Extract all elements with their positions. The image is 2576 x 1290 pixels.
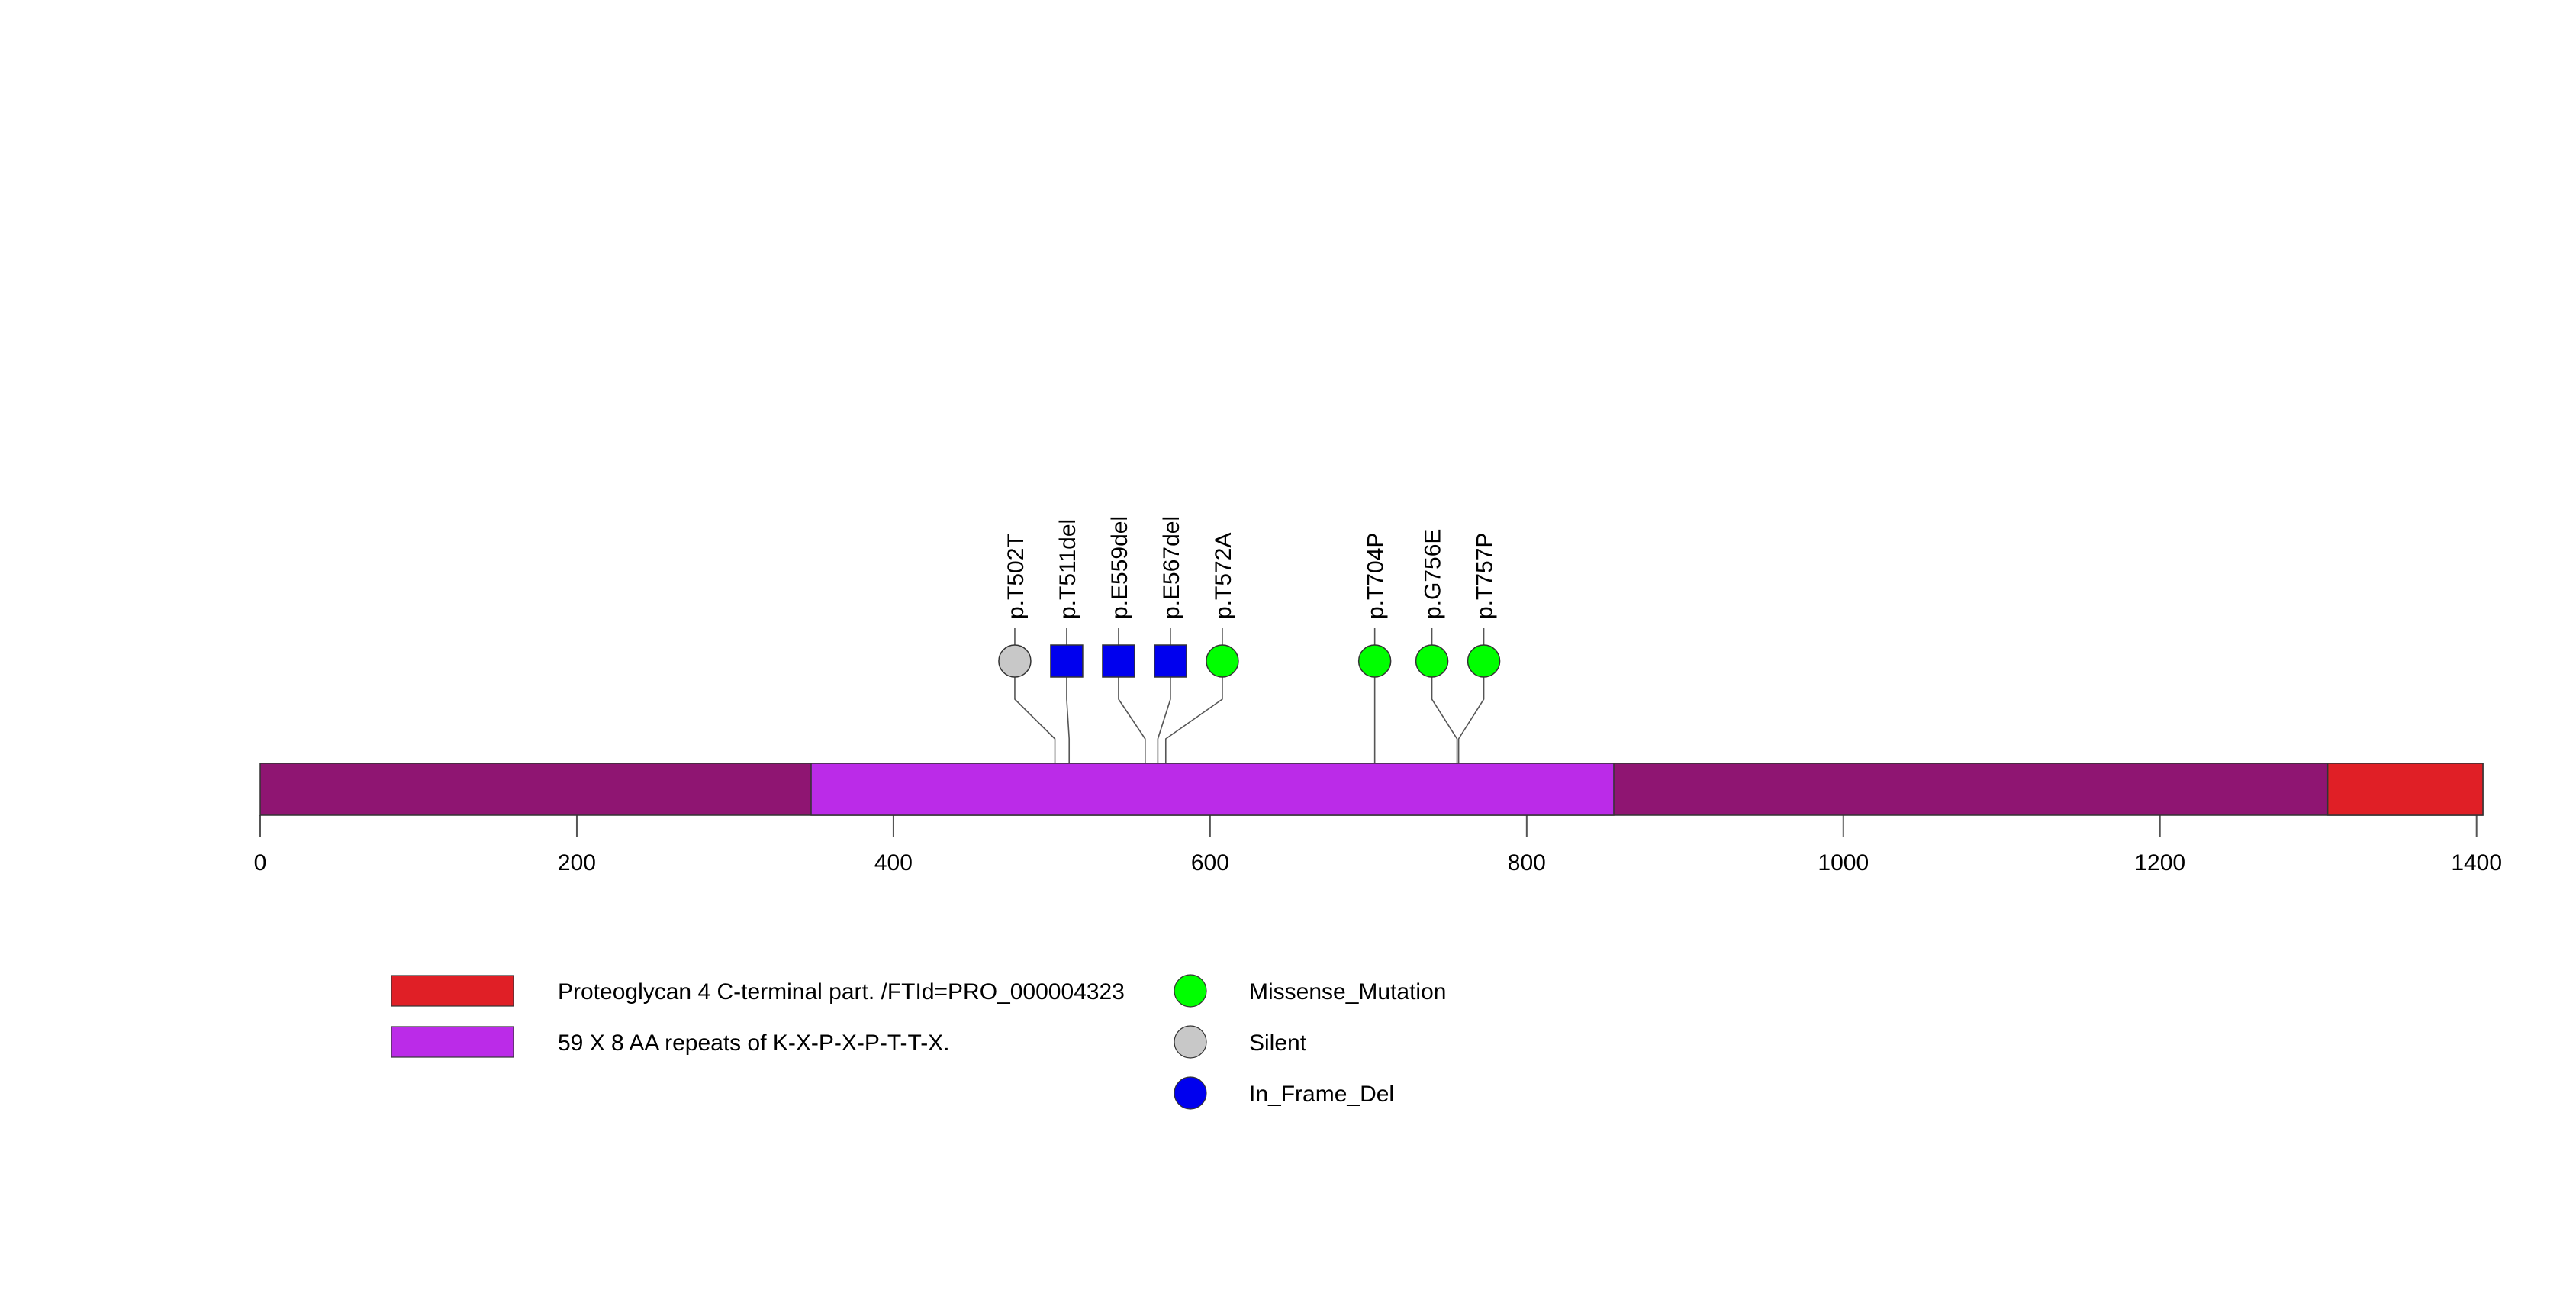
x-tick-label-4: 800 xyxy=(1508,850,1546,876)
marker-p.T572A xyxy=(1206,644,1239,678)
x-tick-label-0: 0 xyxy=(254,850,267,876)
mutation-label-p.T511del: p.T511del xyxy=(1055,519,1080,619)
marker-p.T704P xyxy=(1357,644,1392,678)
mutation-markers xyxy=(998,644,1501,678)
mutation-labels: p.T502T p.T511del p.E559del p.E567del p.T572… xyxy=(1003,516,1498,619)
marker-p.E567del xyxy=(1154,644,1187,678)
legend-mutation-swatch-1 xyxy=(1174,1025,1207,1059)
legend-domain-label-0: Proteoglycan 4 C-terminal part. /FTId=PR… xyxy=(558,979,1125,1005)
legend-domain-label-1: 59 X 8 AA repeats of K-X-P-X-P-T-T-X. xyxy=(558,1030,950,1056)
mutation-label-p.T757P: p.T757P xyxy=(1473,533,1498,619)
mutation-label-p.T502T: p.T502T xyxy=(1003,534,1029,619)
legend-domain-swatch-0 xyxy=(391,975,514,1007)
mutation-label-p.G756E: p.G756E xyxy=(1421,529,1446,619)
domain-1 xyxy=(2326,763,2484,816)
mutation-label-p.T572A: p.T572A xyxy=(1211,533,1236,619)
x-tick-label-6: 1200 xyxy=(2134,850,2185,876)
legend-mutation-label-1: Silent xyxy=(1249,1030,1307,1056)
legend-mutation-swatch-0 xyxy=(1174,974,1207,1008)
x-tick-label-1: 200 xyxy=(558,850,596,876)
marker-p.G756E xyxy=(1415,644,1449,678)
legend-mutation-label-0: Missense_Mutation xyxy=(1249,979,1446,1005)
x-axis: 0 200 400 600 800 1000 1200 1400 xyxy=(254,815,2502,876)
legend-mutation-label-2: In_Frame_Del xyxy=(1249,1082,1394,1107)
legend: Proteoglycan 4 C-terminal part. /FTId=PR… xyxy=(391,974,1446,1110)
x-tick-label-7: 1400 xyxy=(2451,850,2502,876)
marker-p.E559del xyxy=(1102,644,1135,678)
mutation-label-p.E567del: p.E567del xyxy=(1159,516,1184,619)
x-tick-label-5: 1000 xyxy=(1818,850,1869,876)
mutation-label-p.T704P: p.T704P xyxy=(1364,533,1389,619)
protein-backbone xyxy=(259,763,2484,816)
marker-p.T757P xyxy=(1467,644,1501,678)
domain-0 xyxy=(810,763,1615,816)
legend-domain-swatch-1 xyxy=(391,1026,514,1058)
marker-p.T511del xyxy=(1050,644,1084,678)
x-tick-label-3: 600 xyxy=(1191,850,1229,876)
x-tick-label-2: 400 xyxy=(874,850,913,876)
legend-mutation-swatch-2 xyxy=(1174,1076,1207,1110)
marker-p.T502T xyxy=(998,644,1032,678)
mutation-label-p.E559del: p.E559del xyxy=(1107,516,1132,619)
